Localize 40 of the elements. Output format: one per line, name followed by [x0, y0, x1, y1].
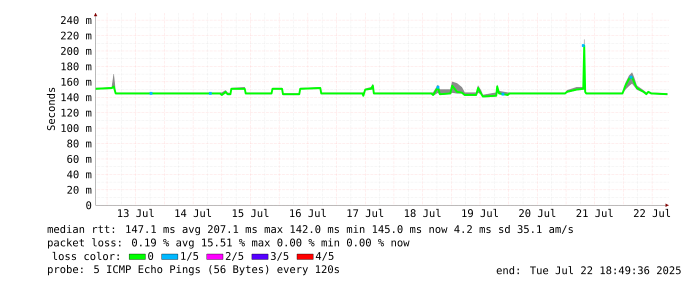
x-tick-label: 13 Jul	[118, 209, 154, 218]
legend-label: 1/5	[181, 252, 198, 261]
x-tick-label: 19 Jul	[462, 209, 498, 218]
x-tick-label: 17 Jul	[348, 209, 384, 218]
point	[436, 86, 440, 89]
x-tick-label: 22 Jul	[634, 209, 670, 218]
x-tick-label: 18 Jul	[404, 209, 441, 218]
x-tick-label: 20 Jul	[519, 209, 556, 218]
point	[208, 92, 212, 96]
y-tick-label: 120 m	[62, 108, 92, 117]
text: packet loss: 0.19 % avg 15.51 % max 0.00 % min 0.00 % now	[48, 238, 410, 249]
y-tick-label: 240 m	[61, 16, 92, 24]
legend-label: 2/5	[226, 252, 244, 262]
x-tick-label: 15 Jul	[232, 209, 268, 218]
y-tick-label: 160 m	[62, 78, 92, 86]
legend-label: 3/5	[270, 252, 288, 262]
y-tick-label: 80 m	[67, 140, 92, 148]
y-tick-label: 0	[86, 202, 92, 210]
point	[502, 92, 504, 96]
y-tick-label: 200 m	[61, 47, 92, 56]
x-tick-label: 21 Jul	[576, 209, 613, 218]
y-tick-label: 100 m	[62, 124, 92, 132]
legend-label: 4/5	[316, 252, 334, 261]
y-tick-label: 140 m	[62, 94, 92, 102]
y-tick-label: 60 m	[67, 155, 92, 164]
y-tick-label: 20 m	[67, 186, 92, 194]
legend-title: loss color:	[52, 252, 119, 260]
x-tick-label: 16 Jul	[290, 209, 326, 218]
point	[582, 44, 585, 48]
point	[150, 92, 152, 96]
point	[630, 76, 633, 79]
y-tick-label: 220 m	[61, 32, 92, 40]
text: probe: 5 ICMP Echo Pings (56 Bytes) every 120s	[48, 265, 339, 276]
legend-label: 0	[148, 252, 154, 260]
y-tick-label: 180 m	[62, 62, 92, 71]
y-tick-label: 40 m	[67, 170, 92, 179]
y-axis-title: Seconds	[46, 88, 55, 130]
text: end: Tue Jul 22 18:49:36 2025	[496, 266, 681, 274]
x-tick-label: 14 Jul	[175, 209, 212, 218]
text: median rtt: 147.1 ms avg 207.1 ms max 142.0 ms min 145.0 ms now 4.2 ms sd 35.1 am/s	[48, 225, 573, 236]
